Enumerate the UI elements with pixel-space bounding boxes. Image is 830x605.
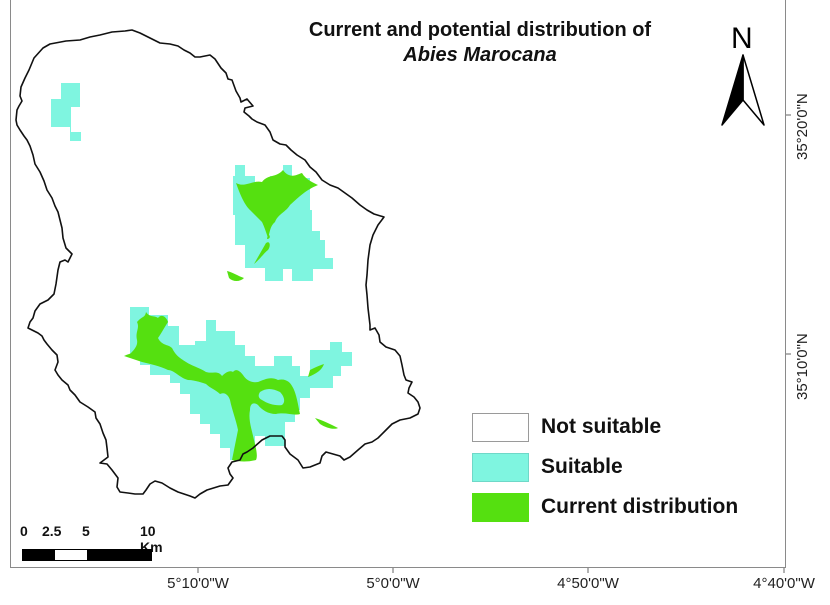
- map-title: Current and potential distribution of: [308, 19, 652, 41]
- suitable-area: [51, 83, 352, 460]
- x-tick-label: 5°10'0"W: [167, 575, 229, 592]
- y-tick-label: 35°20'0"N: [794, 93, 811, 160]
- legend-label: Suitable: [541, 455, 623, 478]
- legend-item-suitable: Suitable: [472, 447, 738, 487]
- legend-swatch-not-suitable: [472, 412, 529, 442]
- x-tick-label: 4°40'0"W: [753, 575, 815, 592]
- legend-item-not-suitable: Not suitable: [472, 407, 738, 447]
- x-tick-label: 5°0'0"W: [366, 575, 420, 592]
- legend: Not suitable Suitable Current distributi…: [472, 407, 738, 527]
- legend-swatch-current: [472, 492, 529, 522]
- map-frame: [10, 0, 786, 568]
- legend-swatch-suitable: [472, 452, 529, 482]
- scale-bar-segments: [22, 549, 152, 561]
- current-distribution-area: [124, 170, 338, 462]
- axis-ticks: [197, 114, 791, 573]
- legend-item-current-distribution: Current distribution: [472, 487, 738, 527]
- legend-label: Not suitable: [541, 415, 662, 438]
- scale-label-0: 0: [20, 523, 28, 539]
- study-area-boundary: [15, 29, 421, 499]
- north-label: N: [731, 22, 753, 55]
- scale-label-5: 5: [82, 523, 90, 539]
- y-tick-label: 35°10'0"N: [794, 333, 811, 400]
- map-subtitle-species: Abies Marocana: [403, 44, 557, 66]
- x-tick-label: 4°50'0"W: [557, 575, 619, 592]
- legend-label: Current distribution: [541, 495, 739, 518]
- scale-label-2-5: 2.5: [42, 523, 62, 539]
- north-arrow-icon: [721, 54, 765, 126]
